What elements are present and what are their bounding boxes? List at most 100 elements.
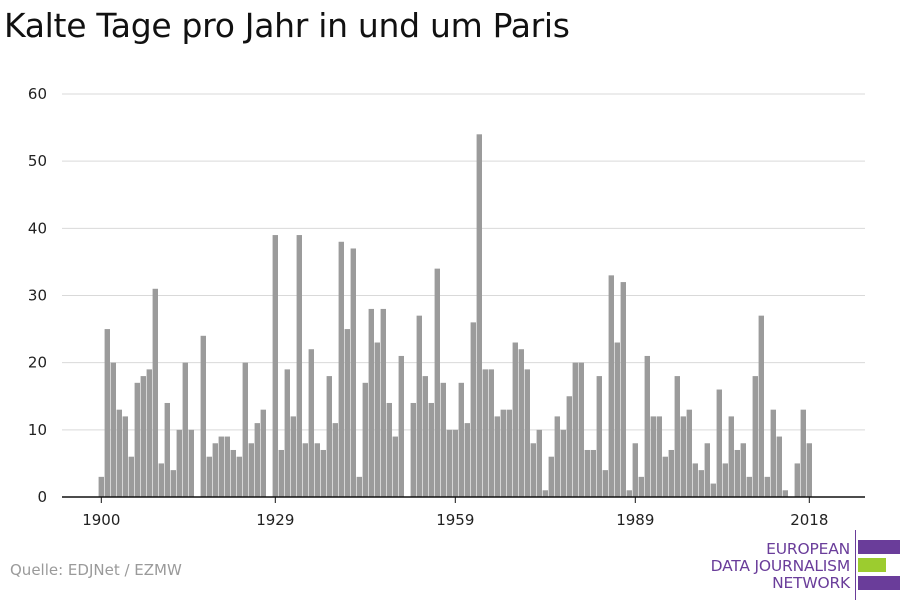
- bar-1903: [116, 409, 122, 497]
- bar-1993: [656, 416, 662, 497]
- bar-1922: [230, 449, 236, 497]
- bar-2004: [722, 463, 728, 497]
- bar-2003: [716, 389, 722, 497]
- bar-1992: [650, 416, 656, 497]
- y-tick-label-30: 30: [28, 287, 47, 305]
- bar-1959: [452, 429, 458, 497]
- bar-2006: [734, 449, 740, 497]
- bar-2002: [710, 483, 716, 497]
- bar-1972: [530, 443, 536, 497]
- bar-1996: [674, 376, 680, 497]
- logo-line-data-journalism: DATA JOURNALISM: [710, 557, 851, 575]
- bar-1926: [254, 423, 260, 497]
- bar-1904: [122, 416, 128, 497]
- source-note: Quelle: EDJNet / EZMW: [10, 561, 182, 579]
- bar-1982: [590, 449, 596, 497]
- bar-1935: [308, 349, 314, 497]
- bar-1932: [290, 416, 296, 497]
- bar-1949: [392, 436, 398, 497]
- bar-1933: [296, 235, 302, 498]
- bar-1948: [386, 402, 392, 497]
- bar-1957: [440, 382, 446, 497]
- bar-1991: [644, 355, 650, 497]
- x-tick-label-1989: 1989: [616, 511, 654, 529]
- bar-1983: [596, 376, 602, 497]
- bar-2008: [746, 476, 752, 497]
- y-tick-label-10: 10: [28, 421, 47, 439]
- bar-1998: [686, 409, 692, 497]
- logo-divider: [855, 530, 856, 600]
- bar-1943: [356, 476, 362, 497]
- bar-1971: [524, 369, 530, 497]
- bar-2018: [806, 443, 812, 497]
- bar-1965: [488, 369, 494, 497]
- bar-1929: [272, 235, 278, 498]
- bar-1950: [398, 355, 404, 497]
- bar-1915: [188, 429, 194, 497]
- y-axis-ticks: 0 10 20 30 40 50 60: [28, 85, 47, 506]
- bar-1997: [680, 416, 686, 497]
- bar-2017: [800, 409, 806, 497]
- bar-1987: [620, 282, 626, 497]
- bar-1963: [476, 134, 482, 498]
- logo-line-network: NETWORK: [772, 574, 850, 592]
- bar-1964: [482, 369, 488, 497]
- bar-1906: [134, 382, 140, 497]
- bar-1988: [626, 490, 632, 497]
- logo-line-european: EUROPEAN: [766, 540, 850, 558]
- x-tick-label-2018: 2018: [790, 511, 828, 529]
- bar-1967: [500, 409, 506, 497]
- bar-1907: [140, 376, 146, 497]
- bar-1917: [200, 335, 206, 497]
- logo-bar-green: [858, 558, 886, 572]
- bar-1999: [692, 463, 698, 497]
- bar-1995: [668, 449, 674, 497]
- bar-1927: [260, 409, 266, 497]
- bar-1919: [212, 443, 218, 497]
- y-tick-label-0: 0: [37, 488, 47, 506]
- logo-bar-purple-top: [858, 540, 900, 554]
- bar-1989: [632, 443, 638, 497]
- y-tick-label-40: 40: [28, 219, 47, 237]
- chart-title: Kalte Tage pro Jahr in und um Paris: [4, 6, 570, 45]
- bar-1908: [146, 369, 152, 497]
- bar-2005: [728, 416, 734, 497]
- bar-2007: [740, 443, 746, 497]
- bar-1994: [662, 456, 668, 497]
- bar-1913: [176, 429, 182, 497]
- bar-1923: [236, 456, 242, 497]
- bar-1978: [566, 396, 572, 497]
- bar-1961: [464, 423, 470, 497]
- bar-1934: [302, 443, 308, 497]
- bar-1901: [104, 329, 110, 497]
- edjnet-logo: EUROPEAN DATA JOURNALISM NETWORK: [700, 530, 900, 600]
- x-axis: 1900 1929 1959 1989 2018: [62, 496, 865, 529]
- bar-1945: [368, 308, 374, 497]
- bar-2010: [758, 315, 764, 497]
- bar-2011: [764, 476, 770, 497]
- bar-2013: [776, 436, 782, 497]
- bar-2001: [704, 443, 710, 497]
- bar-2012: [770, 409, 776, 497]
- bar-1955: [428, 402, 434, 497]
- bar-1944: [362, 382, 368, 497]
- bar-1984: [602, 470, 608, 497]
- bar-1905: [128, 456, 134, 497]
- bar-1958: [446, 429, 452, 497]
- bar-2009: [752, 376, 758, 497]
- bar-1979: [572, 362, 578, 497]
- bar-1990: [638, 476, 644, 497]
- bar-1911: [164, 402, 170, 497]
- bar-1954: [422, 376, 428, 497]
- bar-2000: [698, 470, 704, 497]
- bar-1941: [344, 329, 350, 497]
- bar-1980: [578, 362, 584, 497]
- bar-1900: [98, 476, 104, 497]
- bar-1953: [416, 315, 422, 497]
- bar-1920: [218, 436, 224, 497]
- x-tick-label-1900: 1900: [82, 511, 120, 529]
- bar-1914: [182, 362, 188, 497]
- bar-2016: [794, 463, 800, 497]
- bar-1985: [608, 275, 614, 497]
